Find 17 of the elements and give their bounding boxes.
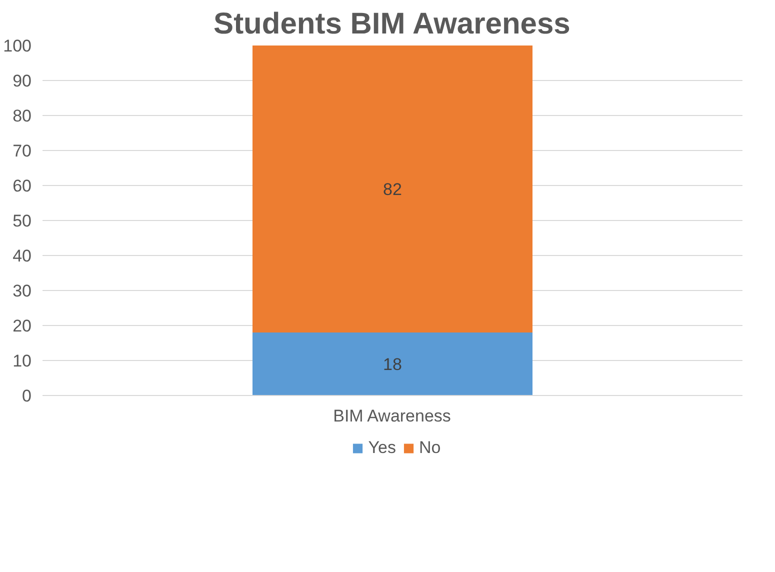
y-tick-label: 60 [12,176,32,196]
y-tick-label: 20 [12,316,32,336]
data-label: 82 [383,180,402,199]
y-tick-label: 100 [3,36,32,56]
y-tick-label: 30 [12,282,32,300]
data-label: 18 [383,355,402,374]
x-tick-label: BIM Awareness [333,406,451,426]
legend-label: Yes [368,438,396,458]
chart-title: Students BIM Awareness [214,8,570,40]
y-tick-label: 0 [22,386,32,406]
y-tick-label: 50 [12,212,32,230]
y-tick-label: 90 [12,72,32,90]
y-tick-label: 10 [12,352,32,370]
y-tick-label: 80 [12,106,32,126]
y-tick-label: 70 [12,142,32,160]
y-tick-label: 40 [12,246,32,266]
legend-label: No [419,438,441,458]
